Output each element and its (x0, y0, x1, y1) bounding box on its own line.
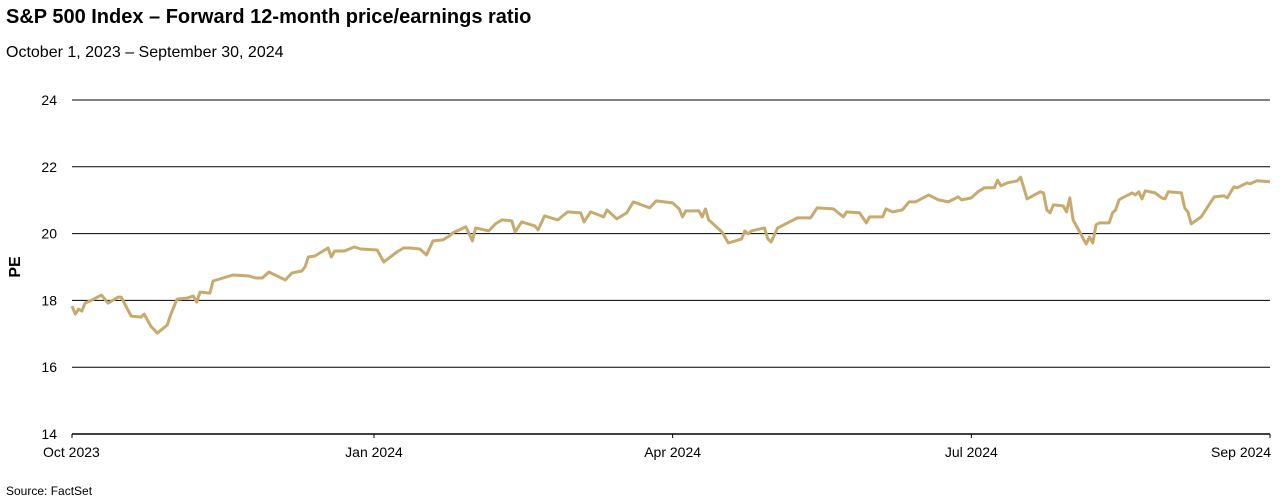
y-tick-label: 22 (41, 159, 57, 175)
y-tick-label: 24 (41, 92, 57, 108)
y-tick-label: 18 (41, 292, 57, 308)
y-tick-label: 14 (41, 426, 57, 442)
y-tick-label: 16 (41, 359, 57, 375)
y-axis-label: PE (7, 256, 24, 278)
x-tick-label: Jul 2024 (945, 444, 998, 460)
x-tick-label: Sep 2024 (1211, 444, 1271, 460)
chart-subtitle: October 1, 2023 – September 30, 2024 (6, 44, 284, 61)
x-tick-label: Jan 2024 (345, 444, 403, 460)
y-tick-label: 20 (41, 226, 57, 242)
x-tick-label: Oct 2023 (43, 444, 100, 460)
x-tick-label: Apr 2024 (644, 444, 701, 460)
chart-title: S&P 500 Index – Forward 12-month price/e… (6, 6, 532, 28)
source-note: Source: FactSet (6, 484, 93, 498)
pe-ratio-line (70, 175, 1271, 335)
